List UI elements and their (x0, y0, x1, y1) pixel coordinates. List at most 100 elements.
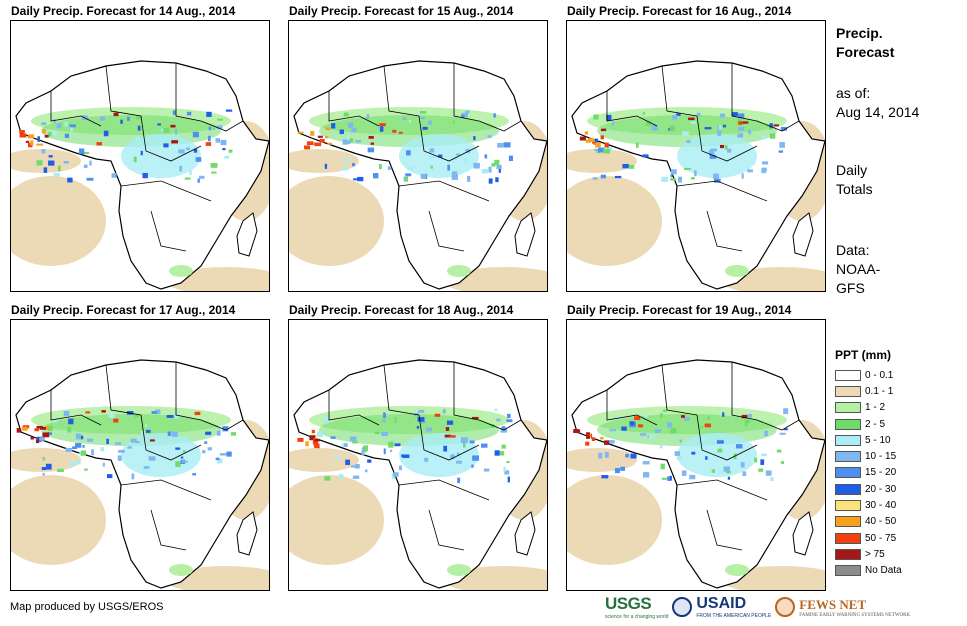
asof-label: as of: (836, 85, 871, 101)
precip-cell (670, 428, 677, 434)
precip-cell (347, 122, 354, 128)
precip-cell (367, 147, 375, 153)
precip-cell (120, 119, 123, 124)
precip-cell (614, 467, 620, 474)
heavy-precip-cell (704, 423, 711, 428)
precip-cell (595, 138, 598, 145)
precip-cell (91, 449, 95, 456)
data-source-block: Data: NOAA- GFS (836, 241, 880, 298)
ocean-dry-area (289, 149, 359, 173)
precip-cell (752, 162, 756, 165)
precip-cell (450, 454, 455, 460)
country-border (398, 479, 490, 501)
precip-cell (710, 148, 717, 152)
precip-cell (465, 110, 470, 114)
precip-cell (738, 126, 745, 131)
precip-cell (405, 173, 412, 177)
precip-cell (145, 424, 148, 428)
rain-band (121, 134, 201, 178)
precip-cell (467, 175, 471, 182)
country-border (50, 390, 102, 426)
heavy-precip-cell (325, 127, 331, 131)
country-border (676, 180, 768, 202)
precip-cell (506, 460, 510, 464)
heavy-precip-cell (113, 418, 119, 423)
precip-cell (41, 149, 46, 154)
precip-cell (353, 178, 360, 181)
precip-cell (420, 173, 427, 179)
precip-cell (747, 419, 750, 424)
heavy-precip-cell (680, 415, 685, 418)
precip-cell (592, 177, 598, 180)
country-border (706, 210, 743, 252)
precip-cell (143, 466, 150, 469)
precip-cell (451, 174, 458, 180)
heavy-precip-cell (314, 443, 320, 449)
legend-swatch (835, 451, 861, 463)
precip-cell (167, 431, 171, 436)
heavy-precip-cell (576, 429, 581, 434)
precip-cell (215, 457, 220, 461)
precip-cell (724, 145, 728, 150)
precip-cell (430, 165, 433, 169)
panel-title: Daily Precip. Forecast for 15 Aug., 2014 (289, 4, 514, 18)
precip-cell (506, 413, 511, 418)
precip-cell (780, 126, 788, 131)
precip-cell (776, 449, 782, 453)
precip-cell (86, 438, 94, 442)
usgs-tagline: science for a changing world (605, 614, 669, 620)
precip-cell (394, 416, 397, 423)
legend-label: 2 - 5 (865, 418, 886, 430)
precip-cell (151, 411, 157, 414)
precip-cell (740, 462, 745, 468)
precip-cell (172, 110, 176, 115)
heavy-precip-cell (314, 438, 320, 442)
precip-cell (142, 467, 147, 472)
precip-cell (614, 175, 622, 179)
precip-cell (69, 461, 75, 467)
precip-cell (769, 127, 773, 130)
forecast-panel-3: Daily Precip. Forecast for 16 Aug., 2014 (566, 4, 826, 292)
precip-cell (654, 429, 661, 433)
precip-cell (463, 157, 468, 162)
precip-cell (770, 477, 774, 482)
panel-title: Daily Precip. Forecast for 17 Aug., 2014 (11, 303, 236, 317)
precip-cell (642, 472, 650, 478)
rain-patch (447, 564, 471, 576)
precip-cell (437, 154, 443, 158)
country-border (453, 362, 480, 421)
precip-cell (741, 173, 744, 179)
precip-map (566, 319, 826, 591)
precip-map (566, 20, 826, 292)
precip-cell (78, 148, 85, 155)
heavy-precip-cell (44, 134, 49, 138)
country-border (383, 364, 420, 416)
rain-band (399, 433, 479, 477)
precip-cell (463, 442, 466, 448)
precip-cell (443, 445, 448, 452)
precip-cell (672, 114, 678, 120)
heavy-precip-cell (101, 410, 106, 413)
country-border (418, 414, 480, 461)
precip-cell (180, 456, 184, 459)
precip-cell (103, 130, 109, 137)
precip-cell (111, 173, 117, 178)
precip-cell (642, 461, 650, 465)
ocean-dry-area (11, 149, 81, 173)
precip-cell (355, 463, 360, 469)
precip-cell (606, 114, 612, 121)
precip-cell (717, 448, 723, 453)
heavy-precip-cell (592, 141, 596, 144)
precip-cell (488, 178, 493, 184)
precip-cell (179, 165, 183, 172)
legend-swatch (835, 418, 861, 430)
precip-cell (158, 141, 162, 145)
country-border (428, 210, 465, 252)
precip-cell (53, 172, 60, 177)
precip-cell (428, 120, 432, 125)
precip-cell (764, 430, 768, 437)
precip-cell (175, 128, 178, 135)
precip-cell (41, 122, 47, 126)
precip-cell (342, 166, 348, 171)
precip-cell (331, 123, 336, 129)
